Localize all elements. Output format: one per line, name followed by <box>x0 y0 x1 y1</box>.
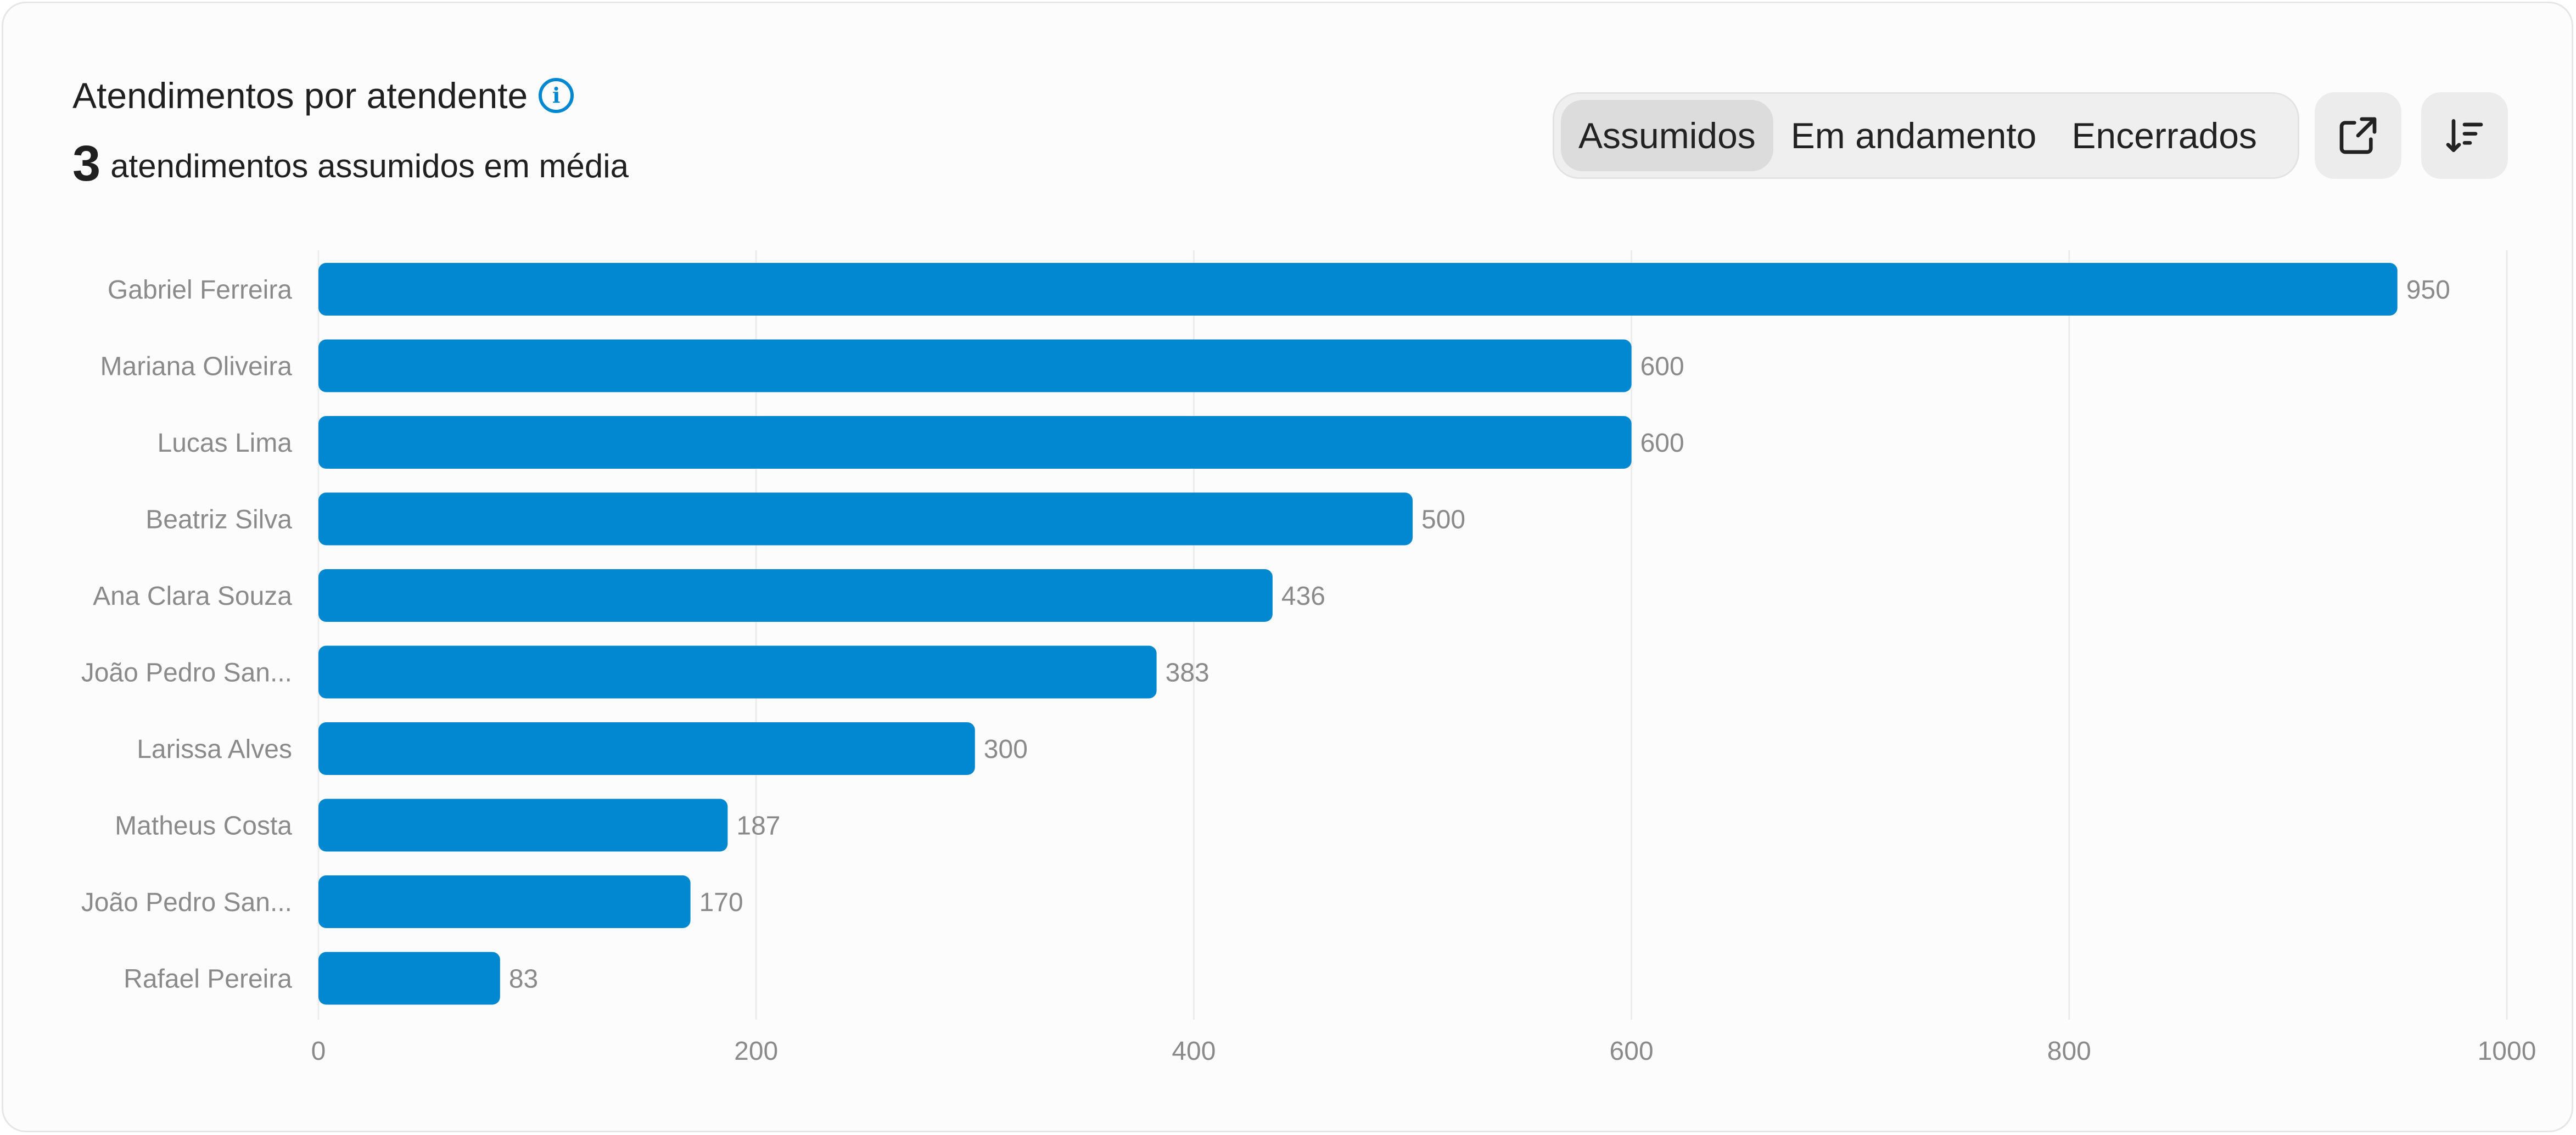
bar <box>318 492 1413 546</box>
tab-em-andamento[interactable]: Em andamento <box>1790 115 2037 156</box>
category-label: João Pedro San... <box>81 888 292 917</box>
sort-button[interactable] <box>2421 92 2508 179</box>
external-link-icon <box>2339 117 2377 154</box>
category-label: Beatriz Silva <box>145 505 292 535</box>
data-label: 600 <box>1640 352 1684 381</box>
x-tick-label: 0 <box>311 1037 326 1066</box>
category-label: Matheus Costa <box>115 812 292 841</box>
data-label: 950 <box>2406 276 2450 305</box>
info-icon[interactable]: i <box>539 78 574 113</box>
category-label: Rafael Pereira <box>124 965 292 994</box>
bar <box>318 875 691 928</box>
category-label: Larissa Alves <box>137 735 292 764</box>
x-tick-label: 400 <box>1172 1037 1216 1066</box>
bar <box>318 339 1632 392</box>
chart-title-text: Atendimentos por atendente <box>72 75 528 116</box>
data-label: 83 <box>509 965 538 994</box>
category-label: Lucas Lima <box>158 429 293 458</box>
average-summary: 3 atendimentos assumidos em média <box>72 135 629 193</box>
sort-descending-icon <box>2446 119 2483 152</box>
status-segmented-control: Assumidos Em andamento Encerrados <box>1553 92 2299 179</box>
bar <box>318 952 500 1005</box>
export-button[interactable] <box>2315 92 2401 179</box>
data-label: 436 <box>1281 582 1325 611</box>
tab-assumidos[interactable]: Assumidos <box>1561 100 1773 171</box>
data-label: 300 <box>984 735 1028 764</box>
x-tick-label: 600 <box>1610 1037 1654 1066</box>
x-tick-label: 200 <box>734 1037 778 1066</box>
average-text: atendimentos assumidos em média <box>110 148 629 184</box>
data-label: 170 <box>699 888 743 917</box>
average-value: 3 <box>72 136 101 192</box>
bar <box>318 645 1157 699</box>
bar <box>318 416 1632 469</box>
bar <box>318 722 975 775</box>
category-label: Gabriel Ferreira <box>108 276 292 305</box>
bar <box>318 569 1273 622</box>
x-tick-label: 800 <box>2047 1037 2091 1066</box>
category-label: João Pedro San... <box>81 659 292 688</box>
x-tick-label: 1000 <box>2478 1037 2536 1066</box>
bar <box>318 799 728 852</box>
bar <box>318 263 2398 316</box>
data-label: 600 <box>1640 429 1684 458</box>
data-label: 383 <box>1166 659 1209 688</box>
category-label: Ana Clara Souza <box>93 582 292 611</box>
bar-chart: 0 200 400 600 800 1000 Gabriel Ferreira 950 Mari… <box>81 250 2536 1066</box>
tab-encerrados[interactable]: Encerrados <box>2071 115 2257 156</box>
category-label: Mariana Oliveira <box>100 352 293 381</box>
data-label: 187 <box>736 812 780 841</box>
chart-title: Atendimentos por atendente i <box>72 75 574 116</box>
data-label: 500 <box>1421 505 1465 535</box>
